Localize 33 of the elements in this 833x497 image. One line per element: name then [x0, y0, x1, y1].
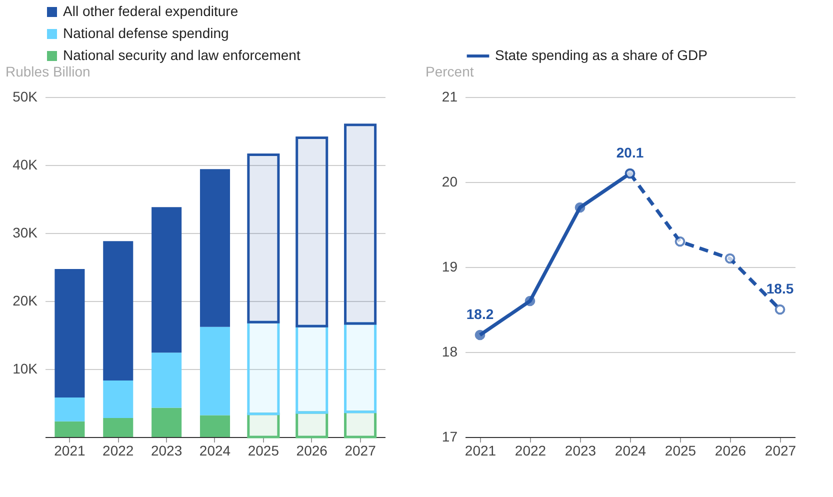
- x-tick-label: 2022: [514, 442, 546, 458]
- y-tick-label: 30K: [12, 224, 38, 240]
- y-tick-label: 10K: [12, 360, 38, 376]
- x-tick-label: 2021: [464, 442, 496, 458]
- x-tick-label: 2023: [564, 442, 596, 458]
- x-tick-label: 2023: [150, 442, 182, 458]
- x-tick-label: 2026: [714, 442, 746, 458]
- x-tick-label: 2022: [102, 442, 134, 458]
- x-tick-label: 2027: [764, 442, 796, 458]
- y-tick-label: 17: [442, 428, 458, 444]
- x-tick-label: 2024: [199, 442, 231, 458]
- x-tick-label: 2021: [54, 442, 86, 458]
- y-axis-title: Percent: [426, 64, 474, 80]
- x-tick-label: 2025: [664, 442, 696, 458]
- data-label: 18.2: [466, 306, 494, 322]
- y-tick-label: 20: [442, 174, 458, 190]
- y-axis-title: Rubles Billion: [6, 64, 90, 80]
- y-tick-label: 21: [442, 88, 458, 104]
- x-tick-label: 2025: [248, 442, 280, 458]
- x-tick-label: 2026: [296, 442, 328, 458]
- y-tick-label: 40K: [12, 156, 38, 172]
- legend-label: National defense spending: [63, 25, 229, 41]
- x-tick-label: 2027: [344, 442, 376, 458]
- legend-label: All other federal expenditure: [63, 3, 238, 19]
- y-tick-label: 20K: [12, 292, 38, 308]
- data-label: 18.5: [766, 280, 794, 296]
- y-tick-label: 19: [442, 258, 458, 274]
- y-tick-label: 18: [442, 344, 458, 360]
- x-tick-label: 2024: [614, 442, 646, 458]
- data-label: 20.1: [616, 144, 644, 160]
- legend-label: State spending as a share of GDP: [495, 47, 708, 63]
- legend-label: National security and law enforcement: [63, 47, 300, 63]
- y-tick-label: 50K: [12, 88, 38, 104]
